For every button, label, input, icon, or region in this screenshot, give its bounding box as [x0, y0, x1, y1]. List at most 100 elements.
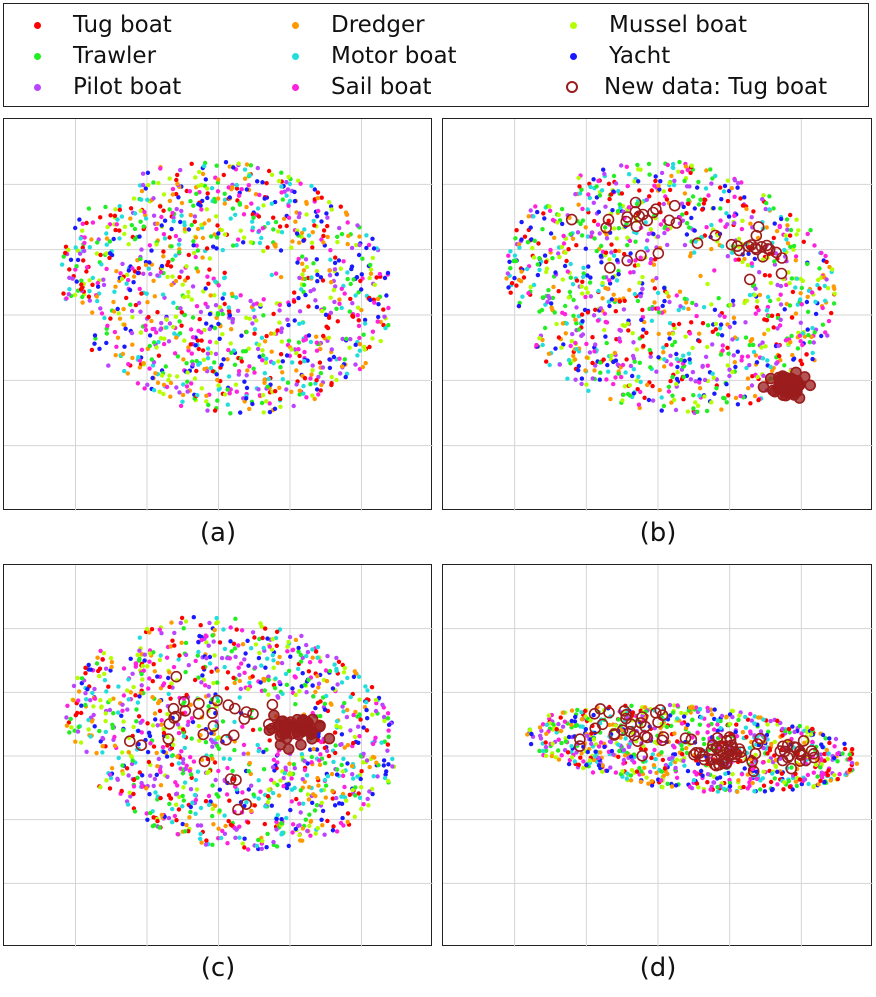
data-point: [611, 253, 617, 258]
data-point: [303, 257, 309, 262]
data-point: [324, 693, 329, 699]
data-point: [596, 755, 601, 761]
data-point: [573, 377, 578, 382]
data-point: [815, 774, 820, 779]
data-point: [292, 290, 297, 295]
data-point: [631, 269, 636, 275]
data-point: [181, 382, 186, 387]
data-point: [628, 773, 634, 778]
data-point: [681, 353, 686, 358]
data-point: [356, 724, 361, 729]
data-point: [331, 354, 337, 360]
data-point: [570, 282, 576, 287]
data-point: [719, 407, 724, 412]
data-point: [140, 182, 146, 188]
data-point: [739, 226, 745, 232]
data-point: [236, 665, 241, 670]
data-point: [655, 290, 661, 296]
data-point: [760, 197, 765, 202]
data-point: [665, 781, 670, 786]
data-point: [762, 317, 767, 322]
data-point: [314, 304, 320, 310]
data-point: [291, 762, 297, 767]
data-point: [234, 182, 239, 188]
data-point: [69, 725, 74, 730]
data-point: [624, 776, 630, 781]
data-point: [694, 313, 699, 319]
data-point: [788, 227, 794, 233]
data-point: [748, 338, 753, 344]
data-point: [344, 798, 349, 803]
data-point: [333, 750, 338, 756]
data-point: [204, 634, 209, 639]
data-point: [124, 295, 129, 301]
data-point: [656, 183, 661, 188]
data-point: [678, 304, 683, 309]
data-point: [179, 269, 184, 274]
data-point: [66, 720, 72, 725]
data-point: [600, 769, 605, 774]
data-point: [269, 172, 275, 177]
data-point: [139, 683, 144, 688]
data-point: [216, 283, 221, 288]
data-point: [595, 222, 601, 227]
data-point: [644, 246, 649, 251]
data-point: [183, 669, 188, 675]
data-point: [361, 725, 366, 730]
data-point: [375, 296, 381, 302]
data-point: [651, 262, 657, 267]
data-point: [609, 250, 614, 255]
data-point: [356, 252, 362, 258]
data-point: [799, 361, 805, 367]
data-point: [564, 321, 569, 326]
data-point: [283, 671, 289, 677]
data-point: [679, 743, 684, 748]
new-data-point: [193, 697, 205, 710]
data-point: [566, 247, 571, 252]
data-point: [265, 384, 270, 389]
data-point: [534, 342, 539, 348]
data-point: [755, 374, 760, 380]
data-point: [80, 228, 85, 233]
data-point: [125, 802, 131, 807]
data-point: [381, 763, 386, 768]
data-point: [565, 269, 570, 274]
data-point: [637, 360, 642, 365]
data-point: [793, 258, 798, 263]
data-point: [592, 236, 597, 241]
data-point: [751, 209, 756, 214]
data-point: [306, 677, 311, 682]
data-point: [351, 277, 356, 282]
data-point: [802, 777, 808, 782]
data-point: [271, 331, 277, 336]
data-point: [828, 778, 833, 783]
data-point: [249, 808, 254, 814]
data-point: [122, 224, 128, 229]
data-point: [312, 808, 318, 813]
data-point: [817, 286, 822, 291]
data-point: [602, 311, 607, 316]
data-point: [357, 234, 362, 239]
data-point: [266, 674, 271, 679]
data-point: [264, 399, 269, 404]
data-point: [131, 777, 137, 783]
data-point: [544, 266, 550, 271]
data-point: [790, 724, 795, 729]
data-point: [726, 188, 732, 194]
data-point: [329, 381, 334, 386]
data-point: [175, 783, 180, 788]
data-point: [188, 212, 193, 218]
data-point: [257, 727, 263, 732]
data-point: [613, 181, 619, 186]
data-point: [532, 238, 537, 243]
data-point: [280, 691, 285, 696]
data-point: [347, 345, 352, 350]
data-point: [639, 769, 644, 774]
data-point: [322, 701, 328, 706]
data-point: [128, 794, 133, 799]
data-point: [739, 772, 745, 777]
data-point: [793, 779, 798, 784]
data-point: [563, 736, 568, 741]
new-data-point: [602, 213, 615, 226]
data-point: [682, 296, 687, 301]
